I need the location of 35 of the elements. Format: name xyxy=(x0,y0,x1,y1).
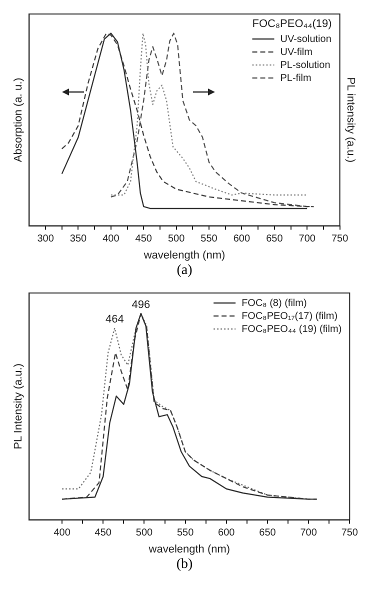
x-tick-label: 600 xyxy=(218,528,236,539)
x-tick-label: 600 xyxy=(233,234,250,245)
text: (a) xyxy=(176,263,194,279)
x-tick-label: 550 xyxy=(200,234,218,245)
annotation: 464 xyxy=(105,314,124,326)
x-tick-label: 450 xyxy=(135,234,152,245)
x-axis-title: wavelength (nm) xyxy=(148,543,230,556)
legend-label: PL-solution xyxy=(280,60,330,71)
x-tick-label: 450 xyxy=(94,528,112,539)
x-tick-label: 350 xyxy=(70,234,88,245)
x-tick-label: 700 xyxy=(298,234,316,245)
x-axis-title: wavelength (nm) xyxy=(142,249,226,262)
x-tick-label: 400 xyxy=(54,528,71,539)
legend-label: FOC₈PEO₄₄ (19) (film) xyxy=(242,324,342,335)
y2-axis-title: PL intensity (a.u.) xyxy=(344,77,356,162)
y-axis-title: Absorption (a. u.) xyxy=(12,78,25,162)
x-tick-label: 700 xyxy=(300,528,318,539)
x-tick-label: 750 xyxy=(341,528,358,539)
text: (b) xyxy=(175,557,194,573)
x-tick-label: 300 xyxy=(37,234,54,245)
x-tick-label: 400 xyxy=(102,234,120,245)
legend-label: PL-film xyxy=(280,72,312,84)
legend-label: UV-film xyxy=(280,46,312,58)
x-tick-label: 650 xyxy=(259,528,276,539)
x-tick-label: 750 xyxy=(331,234,349,245)
x-tick-label: 500 xyxy=(136,528,154,539)
legend-title: FOC₈PEO₄₄(19) xyxy=(252,18,332,30)
legend-label: FOC₈ (8) (film) xyxy=(242,298,307,309)
annotation: 496 xyxy=(132,299,150,312)
x-tick-label: 650 xyxy=(266,234,284,245)
x-tick-label: 550 xyxy=(176,528,194,539)
legend-label: UV-solution xyxy=(280,34,332,45)
legend-label: FOC₈PEO₁₇(17) (film) xyxy=(242,310,338,322)
x-tick-label: 500 xyxy=(168,234,186,245)
y-axis-title: PL Intensity (a.u.) xyxy=(12,363,25,450)
